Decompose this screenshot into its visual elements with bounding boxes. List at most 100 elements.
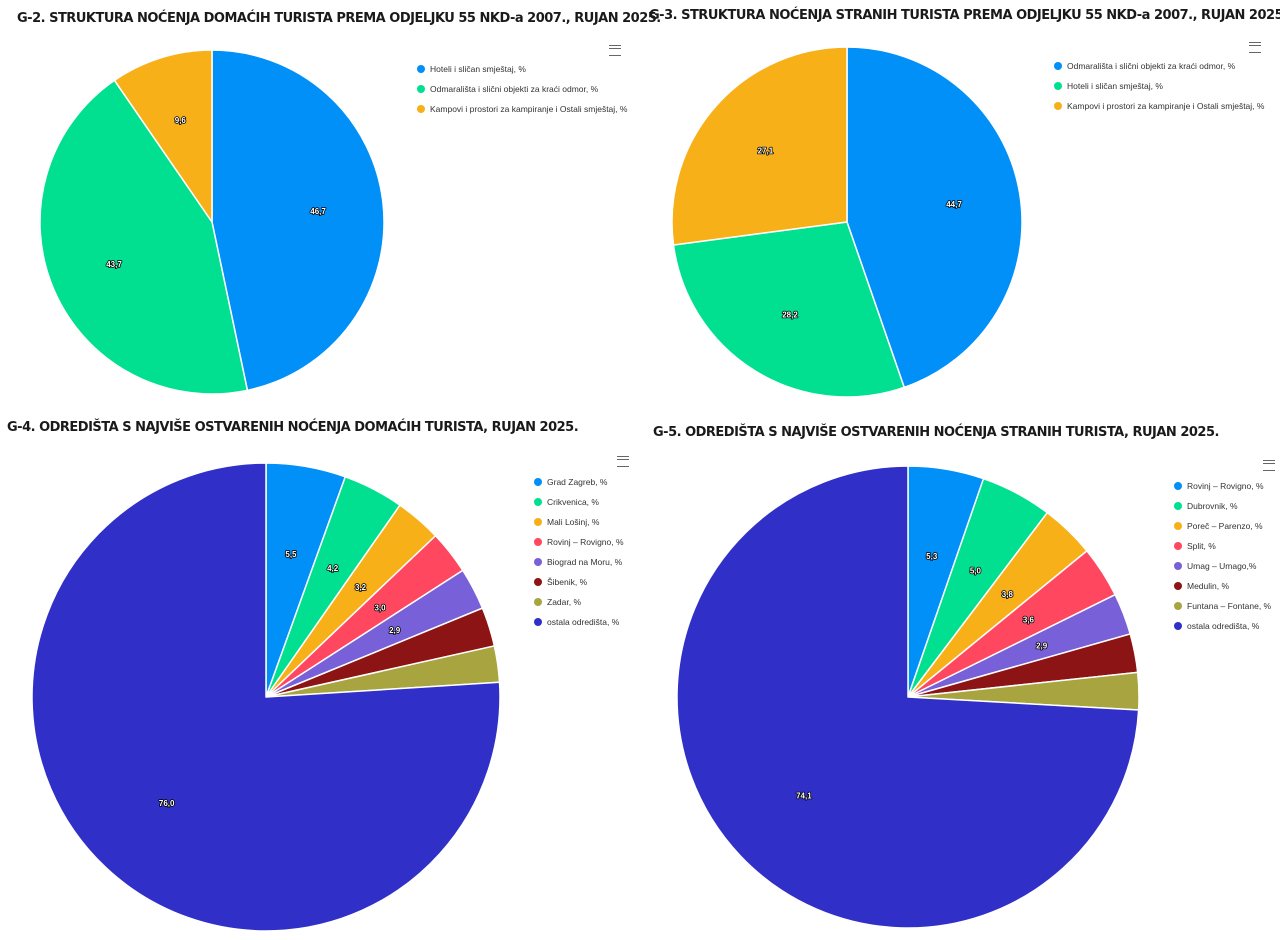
pie-slice-odmaralista-i-slicni-objekti-za-kraci-odmor[interactable]	[846, 46, 1023, 389]
legend-label: Rovinj – Rovigno, %	[547, 537, 624, 547]
legend-item-zadar[interactable]: Zadar, %	[534, 592, 624, 612]
legend-marker-icon	[1054, 62, 1062, 70]
legend-marker-icon	[1174, 562, 1182, 570]
legend-item-mali-losinj[interactable]: Mali Lošinj, %	[534, 512, 624, 532]
legend-item-sibenik[interactable]: Šibenik, %	[534, 572, 624, 592]
legend-item-dubrovnik[interactable]: Dubrovnik, %	[1174, 496, 1271, 516]
legend-label: Umag – Umago,%	[1187, 561, 1257, 571]
legend-marker-icon	[534, 618, 542, 626]
legend-item-kampovi-i-prostori-za-kampiranje-i-ostali-smjestaj[interactable]: Kampovi i prostori za kampiranje i Ostal…	[1054, 96, 1264, 116]
menu-icon[interactable]	[1263, 460, 1275, 471]
legend-marker-icon	[534, 518, 542, 526]
pie-slice-kampovi-i-prostori-za-kampiranje-i-ostali-smjestaj[interactable]	[671, 46, 848, 246]
legend-label: ostala odredišta, %	[547, 617, 620, 627]
legend-label: Funtana – Fontane, %	[1187, 601, 1272, 611]
pie-slice-ostala-odredista[interactable]	[676, 465, 1140, 929]
legend-item-odmaralista-i-slicni-objekti-za-kraci-odmor[interactable]: Odmarališta i slični objekti za kraći od…	[1054, 56, 1264, 76]
pie-slice-odmaralista-i-slicni-objekti-za-kraci-odmor[interactable]	[39, 79, 249, 395]
legend-marker-icon	[1174, 482, 1182, 490]
pie-chart: 5,3 5,0 3,8 3,6 2,9 74,1	[676, 465, 1140, 929]
legend-label: Odmarališta i slični objekti za kraći od…	[1067, 61, 1236, 71]
legend-item-kampovi-i-prostori-za-kampiranje-i-ostali-smjestaj[interactable]: Kampovi i prostori za kampiranje i Ostal…	[417, 99, 627, 119]
legend-label: Mali Lošinj, %	[547, 517, 600, 527]
chart-g5: G-5. ODREDIŠTA S NAJVIŠE OSTVARENIH NOĆE…	[640, 410, 1280, 940]
pie-slice-ostala-odredista[interactable]	[31, 462, 501, 932]
legend-marker-icon	[1054, 102, 1062, 110]
legend-marker-icon	[534, 558, 542, 566]
legend-label: Hoteli i sličan smještaj, %	[430, 64, 526, 74]
data-label: 44,7	[946, 200, 962, 209]
legend-item-hoteli-i-slican-smjestaj[interactable]: Hoteli i sličan smještaj, %	[417, 59, 627, 79]
legend-label: Medulin, %	[1187, 581, 1230, 591]
menu-icon[interactable]	[609, 45, 621, 56]
legend-marker-icon	[1174, 622, 1182, 630]
legend-item-ostala-odredista[interactable]: ostala odredišta, %	[534, 612, 624, 632]
legend: Grad Zagreb, % Crikvenica, % Mali Lošinj, …	[534, 472, 624, 632]
data-label: 3,8	[1002, 590, 1014, 599]
data-label: 76,0	[159, 799, 175, 808]
legend-marker-icon	[534, 538, 542, 546]
pie-slice-kampovi-i-prostori-za-kampiranje-i-ostali-smjestaj[interactable]	[113, 49, 213, 223]
legend-marker-icon	[534, 578, 542, 586]
legend-label: Grad Zagreb, %	[547, 477, 608, 487]
legend-marker-icon	[1174, 602, 1182, 610]
legend-label: Dubrovnik, %	[1187, 501, 1238, 511]
legend-item-funtana-fontane[interactable]: Funtana – Fontane, %	[1174, 596, 1271, 616]
legend-item-odmaralista-i-slicni-objekti-za-kraci-odmor[interactable]: Odmarališta i slični objekti za kraći od…	[417, 79, 627, 99]
legend-label: Šibenik, %	[547, 577, 588, 587]
legend-item-hoteli-i-slican-smjestaj[interactable]: Hoteli i sličan smještaj, %	[1054, 76, 1264, 96]
legend-item-grad-zagreb[interactable]: Grad Zagreb, %	[534, 472, 624, 492]
legend: Rovinj – Rovigno, % Dubrovnik, % Poreč – P…	[1174, 476, 1271, 636]
data-label: 2,9	[1036, 642, 1048, 651]
chart-title: G-5. ODREDIŠTA S NAJVIŠE OSTVARENIH NOĆE…	[653, 425, 1219, 440]
chart-title: G-4. ODREDIŠTA S NAJVIŠE OSTVARENIH NOĆE…	[7, 420, 579, 435]
legend-item-ostala-odredista[interactable]: ostala odredišta, %	[1174, 616, 1271, 636]
legend-label: Kampovi i prostori za kampiranje i Ostal…	[1067, 101, 1265, 111]
data-label: 43,7	[106, 260, 122, 269]
legend-item-rovinj-rovigno[interactable]: Rovinj – Rovigno, %	[1174, 476, 1271, 496]
data-label: 3,6	[1023, 616, 1035, 625]
legend-marker-icon	[1174, 582, 1182, 590]
pie-slice-hoteli-i-slican-smjestaj[interactable]	[211, 49, 385, 392]
legend-item-crikvenica[interactable]: Crikvenica, %	[534, 492, 624, 512]
legend-label: Hoteli i sličan smještaj, %	[1067, 81, 1163, 91]
legend-item-porec-parenzo[interactable]: Poreč – Parenzo, %	[1174, 516, 1271, 536]
legend-label: Crikvenica, %	[547, 497, 599, 507]
legend-marker-icon	[534, 598, 542, 606]
chart-g3: G-3. STRUKTURA NOĆENJA STRANIH TURISTA P…	[640, 0, 1280, 410]
legend-item-medulin[interactable]: Medulin, %	[1174, 576, 1271, 596]
data-label: 5,5	[285, 550, 297, 559]
legend-label: Kampovi i prostori za kampiranje i Ostal…	[430, 104, 628, 114]
data-label: 3,0	[375, 603, 387, 612]
data-label: 27,1	[758, 147, 774, 156]
legend-label: Split, %	[1187, 541, 1216, 551]
pie-slice-hoteli-i-slican-smjestaj[interactable]	[672, 221, 905, 398]
legend-marker-icon	[1054, 82, 1062, 90]
legend-item-split[interactable]: Split, %	[1174, 536, 1271, 556]
legend-label: Zadar, %	[547, 597, 582, 607]
menu-icon[interactable]	[617, 456, 629, 467]
chart-g4: G-4. ODREDIŠTA S NAJVIŠE OSTVARENIH NOĆE…	[0, 410, 640, 940]
legend-marker-icon	[417, 65, 425, 73]
data-label: 28,2	[782, 310, 798, 319]
data-label: 5,3	[926, 552, 938, 561]
data-label: 3,2	[355, 583, 367, 592]
pie-chart: 44,7 28,2 27,1	[671, 46, 1023, 398]
legend-marker-icon	[534, 478, 542, 486]
pie-chart: 46,7 43,7 9,6	[39, 49, 385, 395]
chart-g2: G-2. STRUKTURA NOĆENJA DOMAĆIH TURISTA P…	[0, 0, 661, 410]
legend-item-biograd-na-moru[interactable]: Biograd na Moru, %	[534, 552, 624, 572]
legend-label: Odmarališta i slični objekti za kraći od…	[430, 84, 599, 94]
legend-marker-icon	[1174, 542, 1182, 550]
legend-marker-icon	[417, 85, 425, 93]
menu-icon[interactable]	[1249, 42, 1261, 53]
legend-marker-icon	[1174, 522, 1182, 530]
legend: Hoteli i sličan smještaj, % Odmarališta i…	[417, 59, 627, 119]
legend-marker-icon	[417, 105, 425, 113]
legend-marker-icon	[534, 498, 542, 506]
pie-chart: 5,5 4,2 3,2 3,0 2,9 76,0	[31, 462, 501, 932]
legend-item-umag-umago[interactable]: Umag – Umago,%	[1174, 556, 1271, 576]
legend-item-rovinj-rovigno[interactable]: Rovinj – Rovigno, %	[534, 532, 624, 552]
legend: Odmarališta i slični objekti za kraći od…	[1054, 56, 1264, 116]
chart-title: G-2. STRUKTURA NOĆENJA DOMAĆIH TURISTA P…	[17, 11, 661, 26]
